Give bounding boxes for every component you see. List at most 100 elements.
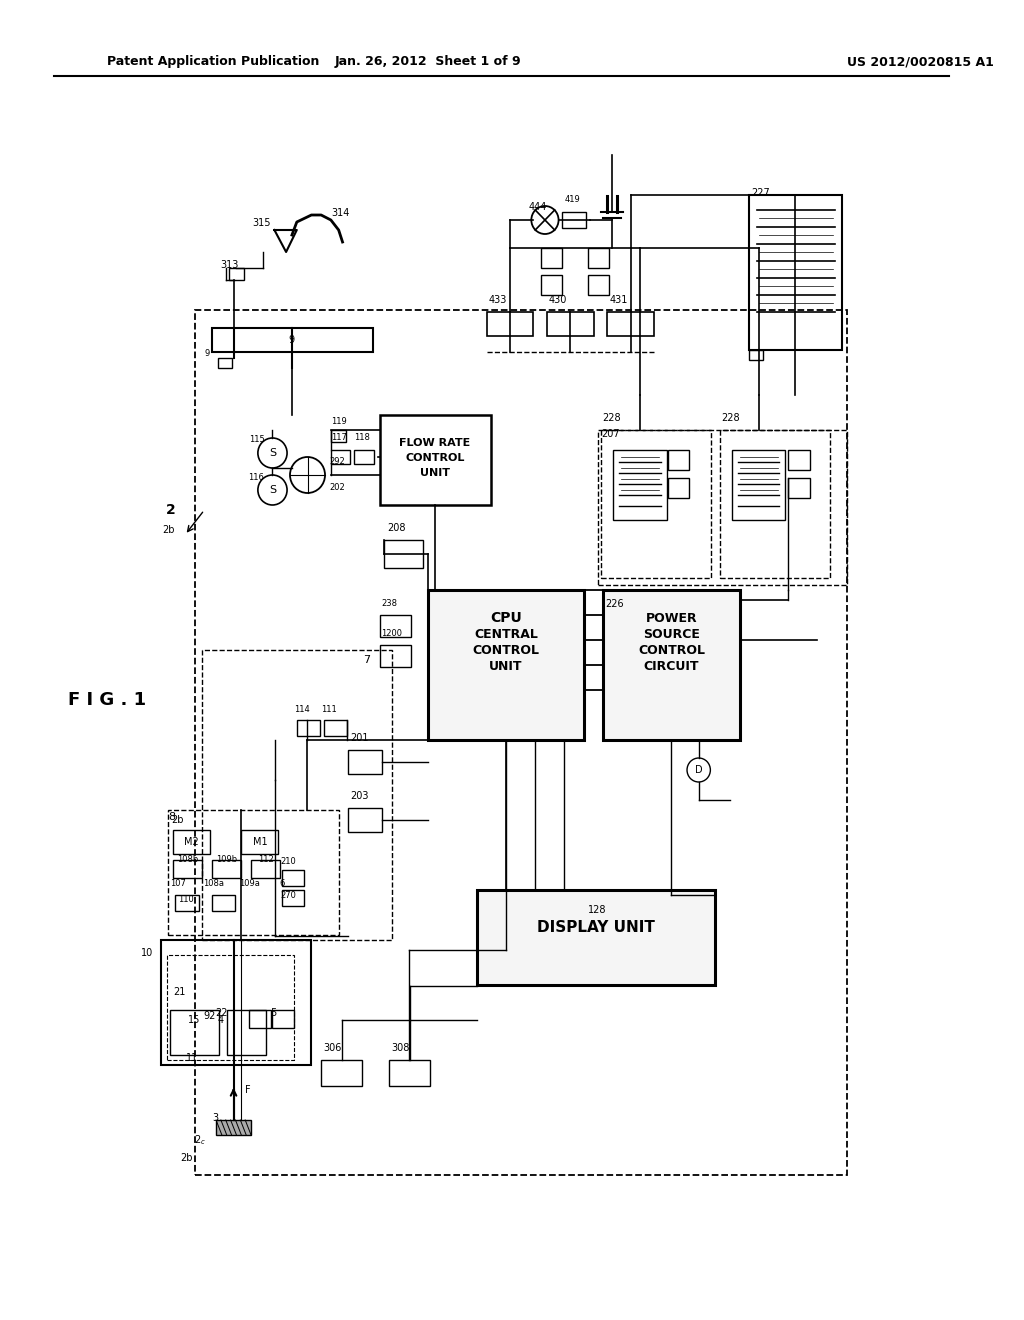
Text: M2: M2 bbox=[184, 837, 199, 847]
Text: 115: 115 bbox=[249, 436, 265, 445]
Text: 433: 433 bbox=[488, 294, 507, 305]
Bar bbox=[598, 430, 847, 585]
Text: 112: 112 bbox=[258, 855, 273, 865]
Text: 21: 21 bbox=[173, 987, 185, 997]
Text: D: D bbox=[695, 766, 702, 775]
Bar bbox=[389, 1060, 430, 1086]
Text: CONTROL: CONTROL bbox=[472, 644, 540, 657]
Text: 313: 313 bbox=[220, 260, 239, 271]
Text: 15: 15 bbox=[188, 1015, 201, 1026]
Text: Patent Application Publication: Patent Application Publication bbox=[108, 55, 319, 69]
Text: 8: 8 bbox=[168, 812, 175, 822]
Bar bbox=[380, 645, 411, 667]
Bar bbox=[601, 430, 712, 578]
Text: DISPLAY UNIT: DISPLAY UNIT bbox=[537, 920, 654, 936]
Bar bbox=[732, 450, 785, 520]
Text: CIRCUIT: CIRCUIT bbox=[644, 660, 699, 672]
Text: 210: 210 bbox=[281, 858, 296, 866]
Bar bbox=[251, 861, 281, 878]
Text: 314: 314 bbox=[332, 209, 350, 218]
Text: 11: 11 bbox=[185, 1053, 198, 1063]
Bar bbox=[788, 450, 810, 470]
Bar bbox=[212, 895, 236, 911]
Bar bbox=[380, 615, 411, 638]
Text: US 2012/0020815 A1: US 2012/0020815 A1 bbox=[847, 55, 993, 69]
Text: 228: 228 bbox=[721, 413, 739, 422]
Text: 2b: 2b bbox=[163, 525, 175, 535]
Bar bbox=[486, 312, 534, 337]
Text: 308: 308 bbox=[391, 1043, 410, 1053]
Bar bbox=[242, 830, 279, 854]
Bar bbox=[212, 327, 373, 352]
Text: 5: 5 bbox=[270, 1008, 276, 1018]
Text: 4: 4 bbox=[218, 1015, 224, 1026]
Text: 108a: 108a bbox=[204, 879, 224, 887]
Text: 315: 315 bbox=[252, 218, 270, 228]
Text: 6: 6 bbox=[280, 879, 285, 887]
Text: 114: 114 bbox=[294, 705, 309, 714]
Text: 3: 3 bbox=[212, 1113, 218, 1123]
Bar bbox=[668, 450, 689, 470]
Text: 10: 10 bbox=[140, 948, 153, 958]
Bar bbox=[477, 890, 715, 985]
Text: 2b: 2b bbox=[180, 1152, 194, 1163]
Text: 1200: 1200 bbox=[382, 630, 402, 639]
Bar bbox=[195, 310, 847, 1175]
Text: 118: 118 bbox=[354, 433, 370, 441]
Text: UNIT: UNIT bbox=[489, 660, 523, 673]
Bar bbox=[668, 478, 689, 498]
Bar bbox=[167, 954, 294, 1060]
Text: 119: 119 bbox=[331, 417, 346, 426]
Text: S: S bbox=[269, 484, 276, 495]
Text: UNIT: UNIT bbox=[420, 469, 450, 478]
Text: 270: 270 bbox=[281, 891, 296, 900]
Text: F: F bbox=[245, 1085, 251, 1096]
Text: 9: 9 bbox=[289, 335, 295, 345]
Text: 107: 107 bbox=[170, 879, 186, 887]
Bar bbox=[562, 213, 586, 228]
Text: 207: 207 bbox=[601, 429, 620, 440]
Bar bbox=[541, 275, 562, 294]
Text: 111: 111 bbox=[322, 705, 337, 714]
Text: $2_c$: $2_c$ bbox=[194, 1133, 206, 1147]
Bar bbox=[297, 719, 321, 737]
Text: 2b: 2b bbox=[171, 814, 183, 825]
Bar bbox=[228, 268, 245, 280]
Bar bbox=[331, 430, 346, 442]
Text: 2: 2 bbox=[166, 503, 175, 517]
Bar bbox=[216, 1119, 251, 1135]
Text: 110: 110 bbox=[178, 895, 194, 904]
Text: S: S bbox=[269, 447, 276, 458]
Bar bbox=[322, 1060, 362, 1086]
Text: Jan. 26, 2012  Sheet 1 of 9: Jan. 26, 2012 Sheet 1 of 9 bbox=[335, 55, 521, 69]
Text: 226: 226 bbox=[605, 599, 624, 609]
Bar bbox=[175, 895, 199, 911]
Bar bbox=[384, 540, 423, 568]
Bar bbox=[380, 414, 492, 506]
Bar bbox=[541, 248, 562, 268]
Text: 109a: 109a bbox=[239, 879, 259, 887]
Text: 430: 430 bbox=[549, 294, 567, 305]
Text: 201: 201 bbox=[350, 733, 369, 743]
Text: 238: 238 bbox=[382, 599, 397, 609]
Text: POWER: POWER bbox=[646, 611, 697, 624]
Text: 208: 208 bbox=[387, 523, 406, 533]
Bar bbox=[161, 940, 311, 1065]
Text: 128: 128 bbox=[588, 906, 607, 915]
Bar bbox=[588, 248, 609, 268]
Bar bbox=[272, 1010, 294, 1028]
Bar bbox=[613, 450, 667, 520]
Text: 108b: 108b bbox=[177, 855, 199, 865]
Text: FLOW RATE: FLOW RATE bbox=[399, 438, 471, 447]
Text: 306: 306 bbox=[324, 1043, 341, 1053]
Text: CENTRAL: CENTRAL bbox=[474, 628, 538, 642]
Text: 117: 117 bbox=[331, 433, 347, 441]
Bar bbox=[588, 275, 609, 294]
Bar bbox=[547, 312, 594, 337]
Text: 292: 292 bbox=[329, 458, 345, 466]
Text: M1: M1 bbox=[253, 837, 267, 847]
Bar bbox=[720, 430, 830, 578]
Text: 419: 419 bbox=[564, 195, 581, 205]
Text: 431: 431 bbox=[609, 294, 628, 305]
Bar bbox=[249, 1010, 270, 1028]
